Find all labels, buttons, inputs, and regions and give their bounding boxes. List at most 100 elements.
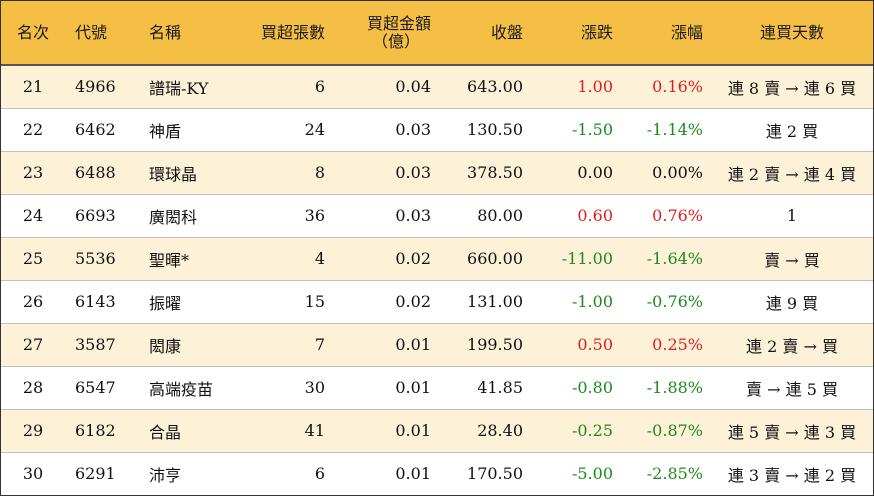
net-buy-lots-cell: 4 [314, 249, 325, 268]
code-cell: 3587 [75, 335, 116, 354]
streak-cell: 賣 → 買 [764, 250, 820, 270]
net-buy-amount-cell: 0.01 [395, 464, 431, 484]
code-cell: 6182 [75, 421, 116, 440]
name-cell: 高端疫苗 [149, 379, 214, 399]
change-cell: -1.50 [571, 120, 613, 139]
net-buy-amount-cell: 0.02 [395, 292, 431, 311]
streak-cell: 1 [786, 206, 798, 225]
rank-cell: 27 [22, 335, 44, 354]
net-buy-lots-cell: 41 [304, 421, 325, 440]
table-row: 30 6291 沛亨 6 0.01 170.50 -5.00 -2.85% 連 3 賣 → 連 … [1, 452, 873, 495]
rank-cell: 21 [22, 77, 44, 97]
header-code: 代號 [75, 22, 108, 42]
close-cell: 41.85 [477, 378, 523, 397]
name-cell: 合晶 [149, 422, 182, 442]
header-close: 收盤 [490, 22, 523, 42]
name-cell: 沛亨 [149, 465, 182, 485]
name-cell: 廣閎科 [149, 207, 198, 227]
code-cell: 6143 [75, 292, 116, 311]
header-rank: 名次 [16, 22, 49, 42]
net-buy-lots-cell: 15 [304, 292, 325, 311]
change-cell: -0.25 [571, 421, 613, 440]
change-pct-cell: -1.64% [646, 249, 703, 268]
change-cell: 0.50 [577, 335, 613, 354]
header-net-buy-lots: 買超張數 [260, 22, 325, 42]
net-buy-amount-cell: 0.03 [395, 163, 431, 182]
header-change: 漲跌 [580, 22, 613, 42]
code-cell: 6547 [75, 378, 116, 397]
rank-cell: 22 [22, 120, 44, 139]
name-cell: 環球晶 [149, 164, 198, 184]
change-pct-cell: 0.16% [652, 77, 703, 97]
name-cell: 振曜 [149, 293, 182, 313]
streak-cell: 連 2 買 [765, 121, 819, 141]
net-buy-amount-cell: 0.01 [395, 335, 431, 354]
change-cell: 1.00 [577, 77, 613, 97]
net-buy-lots-cell: 24 [304, 120, 325, 139]
code-cell: 6462 [75, 120, 116, 139]
name-cell: 聖暉* [149, 250, 190, 270]
change-pct-cell: -1.88% [646, 378, 703, 397]
header-name: 名稱 [149, 22, 182, 42]
code-cell: 6488 [75, 163, 116, 182]
table-row: 28 6547 高端疫苗 30 0.01 41.85 -0.80 -1.88% 賣 → 連 5 … [1, 366, 873, 409]
table-row: 22 6462 神盾 24 0.03 130.50 -1.50 -1.14% 連 2 買 [1, 108, 873, 151]
name-cell: 譜瑞-KY [149, 78, 209, 98]
net-buy-lots-cell: 8 [314, 163, 325, 182]
streak-cell: 連 2 賣 → 連 4 買 [727, 164, 857, 184]
close-cell: 131.00 [467, 292, 523, 311]
net-buy-amount-cell: 0.04 [395, 77, 431, 97]
close-cell: 199.50 [467, 335, 523, 354]
change-cell: -0.80 [571, 378, 613, 397]
net-buy-lots-cell: 6 [314, 77, 325, 97]
close-cell: 643.00 [467, 77, 523, 97]
change-cell: 0.60 [577, 206, 613, 225]
streak-cell: 連 2 賣 → 買 [746, 336, 838, 356]
table-row: 25 5536 聖暉* 4 0.02 660.00 -11.00 -1.64% 賣 → 買 [1, 237, 873, 280]
code-cell: 6291 [75, 464, 116, 484]
change-pct-cell: -2.85% [646, 464, 703, 484]
name-cell: 閎康 [149, 336, 182, 356]
net-buy-amount-cell: 0.03 [395, 120, 431, 139]
net-buy-amount-cell: 0.01 [395, 378, 431, 397]
change-cell: 0.00 [577, 163, 613, 182]
code-cell: 5536 [75, 249, 116, 268]
net-buy-lots-cell: 36 [304, 206, 325, 225]
header-net-buy-amount-line2: （億） [371, 31, 420, 51]
change-pct-cell: -0.76% [646, 292, 703, 311]
table-row: 21 4966 譜瑞-KY 6 0.04 643.00 1.00 0.16% 連 8 賣 → 連… [1, 65, 873, 108]
change-pct-cell: -0.87% [646, 421, 703, 440]
table-row: 23 6488 環球晶 8 0.03 378.50 0.00 0.00% 連 2 賣 → 連 4… [1, 151, 873, 194]
change-pct-cell: -1.14% [646, 120, 703, 139]
name-cell: 神盾 [149, 121, 182, 141]
net-buy-lots-cell: 7 [314, 335, 325, 354]
close-cell: 80.00 [477, 206, 523, 225]
table-row: 29 6182 合晶 41 0.01 28.40 -0.25 -0.87% 連 5 賣 → 連 … [1, 409, 873, 452]
rank-cell: 28 [22, 378, 44, 397]
code-cell: 6693 [75, 206, 116, 225]
streak-cell: 連 9 買 [765, 293, 819, 313]
net-buy-amount-cell: 0.03 [395, 206, 431, 225]
header-streak: 連買天數 [759, 22, 824, 42]
streak-cell: 連 8 賣 → 連 6 買 [727, 78, 857, 98]
close-cell: 378.50 [467, 163, 523, 182]
streak-cell: 賣 → 連 5 買 [746, 379, 838, 399]
change-pct-cell: 0.76% [652, 206, 703, 225]
rank-cell: 25 [22, 249, 44, 268]
change-cell: -5.00 [571, 464, 613, 484]
change-cell: -1.00 [571, 292, 613, 311]
rank-cell: 23 [22, 163, 44, 182]
streak-cell: 連 3 賣 → 連 2 買 [727, 465, 857, 485]
table-row: 27 3587 閎康 7 0.01 199.50 0.50 0.25% 連 2 賣 → 買 [1, 323, 873, 366]
header-net-buy-amount: 買超金額 （億） [333, 1, 439, 65]
header-net-buy-amount-line1: 買超金額 [366, 13, 431, 33]
net-buy-amount-cell: 0.02 [395, 249, 431, 268]
net-buy-amount-cell: 0.01 [395, 421, 431, 440]
close-cell: 28.40 [477, 421, 523, 440]
streak-cell: 連 5 賣 → 連 3 買 [727, 422, 857, 442]
table-header-row: 名次 代號 名稱 買超張數 買超金額 （億） 收盤 漲跌 漲幅 連買天數 [1, 1, 873, 65]
rank-cell: 24 [22, 206, 44, 225]
rank-cell: 30 [22, 464, 44, 484]
